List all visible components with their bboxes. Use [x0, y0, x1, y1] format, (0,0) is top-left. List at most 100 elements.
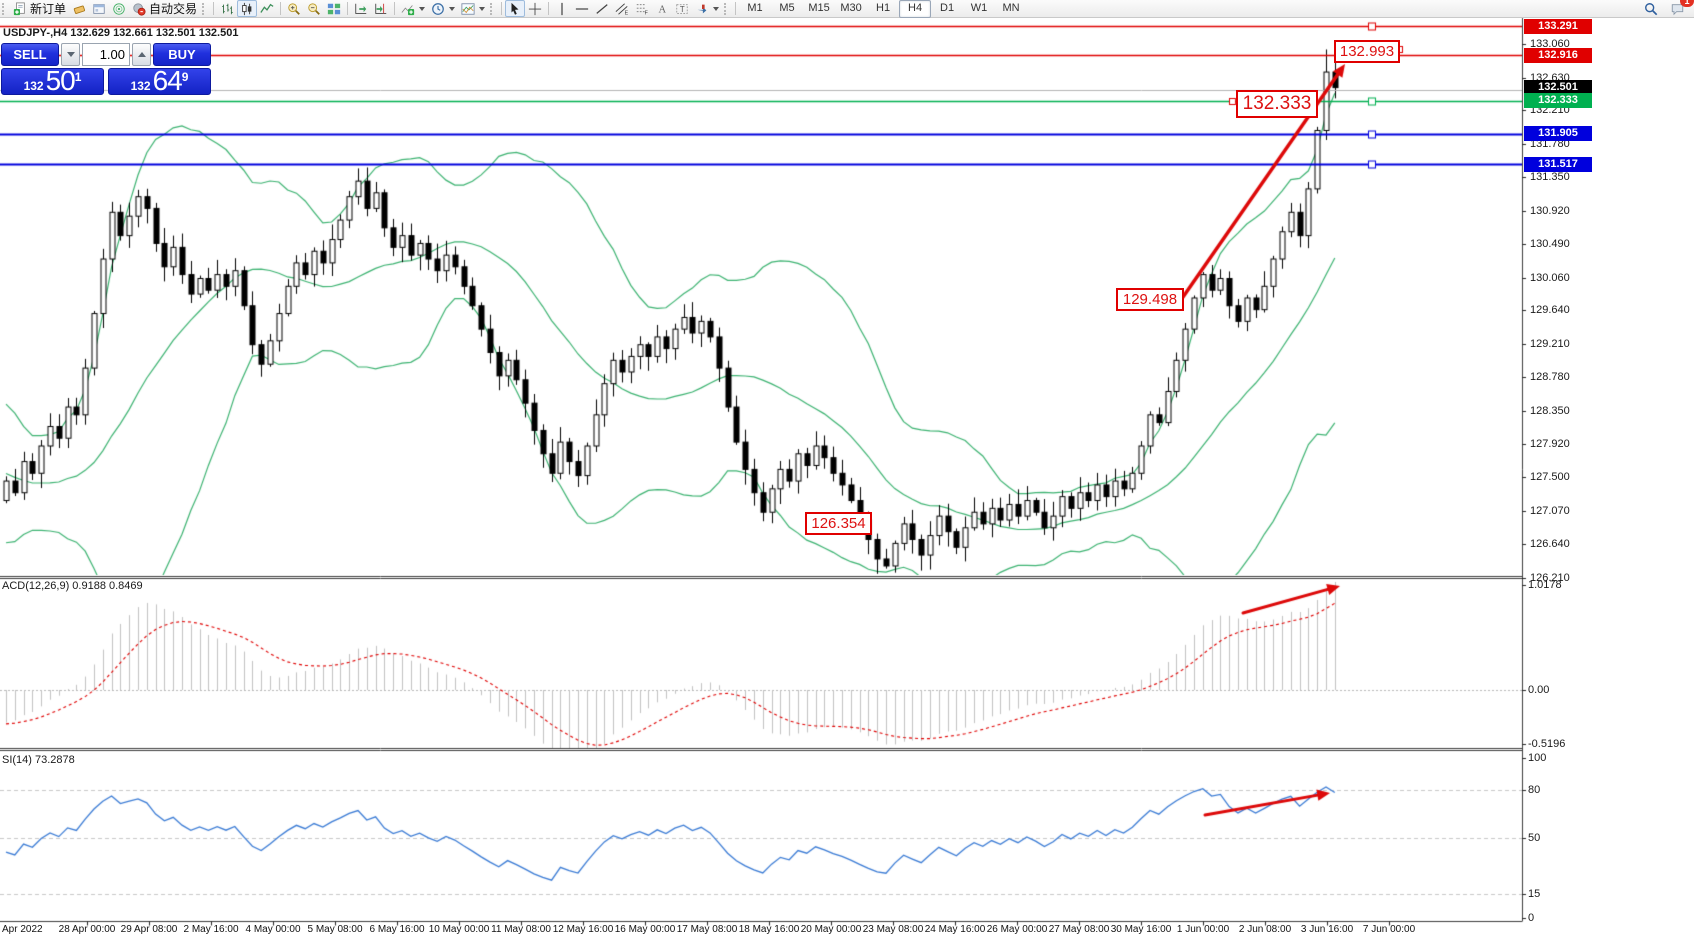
candlestick-mode-button[interactable]	[237, 0, 258, 17]
tile-windows-button[interactable]	[324, 0, 344, 17]
timeframe-m30-button[interactable]: M30	[840, 1, 862, 14]
arrows-icon	[697, 4, 707, 13]
zoom-in-button[interactable]	[284, 0, 304, 17]
dropdown-caret	[713, 6, 720, 11]
news-icon	[113, 2, 125, 15]
rsi-scale-label: 100	[1528, 752, 1547, 764]
templates-button[interactable]	[458, 0, 488, 17]
auto-scroll-button[interactable]	[351, 0, 371, 17]
time-axis-label: 23 May 08:00	[862, 924, 924, 935]
svg-text:A: A	[659, 4, 667, 15]
add-indicator-button[interactable]	[398, 0, 428, 17]
sell-price-point: 1	[74, 70, 82, 84]
new-order-label: 新订单	[30, 2, 67, 16]
cursor-tool-button[interactable]	[505, 0, 526, 17]
autotrading-button[interactable]: 自动交易	[129, 0, 200, 17]
editor-button[interactable]	[69, 0, 89, 17]
rsi-scale-label: 0	[1528, 912, 1535, 924]
trendline-tool-button[interactable]	[592, 0, 612, 17]
svg-text:E: E	[625, 10, 629, 16]
sell-button[interactable]: SELL	[1, 43, 59, 66]
new-order-button[interactable]: 新订单	[10, 0, 69, 17]
time-axis-label: 2 Jun 08:00	[1238, 924, 1292, 935]
fibonacci-tool-button[interactable]: F	[632, 0, 652, 17]
zoom-in-icon	[288, 2, 300, 15]
timeframe-m15-button[interactable]: M15	[808, 1, 830, 14]
terminal-button[interactable]	[89, 0, 109, 17]
notification-badge: 1	[1680, 0, 1694, 7]
price-axis-tick-label: 128.350	[1530, 404, 1570, 417]
timeframe-h4-button[interactable]: H4	[899, 0, 932, 18]
text-tool-button[interactable]: A	[652, 0, 672, 17]
price-annotation-label[interactable]: 132.333	[1236, 90, 1318, 118]
horizontal-line-tool-button[interactable]	[572, 0, 592, 17]
periods-button[interactable]	[428, 0, 458, 17]
price-axis-badge: 133.291	[1524, 18, 1592, 34]
dropdown-caret	[449, 6, 456, 11]
time-axis-label: 2 May 16:00	[183, 924, 239, 935]
timeframe-w1-button[interactable]: W1	[970, 1, 988, 14]
rsi-scale-label: 80	[1528, 784, 1541, 796]
time-axis-label: 24 May 16:00	[924, 924, 986, 935]
chat-button[interactable]: 1	[1667, 0, 1694, 17]
price-axis-tick-label: 126.210	[1530, 571, 1570, 584]
timeframe-m1-button[interactable]: M1	[747, 1, 763, 14]
arrows-tool-button[interactable]	[692, 0, 722, 17]
separator	[213, 2, 215, 15]
zoom-out-button[interactable]	[304, 0, 324, 17]
price-axis-tick-label: 127.500	[1530, 471, 1570, 484]
volume-decrease-button[interactable]	[61, 43, 80, 66]
sell-price-pips: 50	[45, 65, 76, 96]
trendline-icon	[596, 3, 608, 14]
time-axis-label: 28 Apr 00:00	[58, 924, 116, 935]
time-axis-label: 17 May 08:00	[676, 924, 738, 935]
crosshair-tool-button[interactable]	[525, 0, 545, 17]
macd-indicator-label: ACD(12,26,9) 0.9188 0.8469	[2, 580, 143, 592]
timeframe-h1-button[interactable]: H1	[876, 1, 891, 14]
text-label-tool-button[interactable]: T	[672, 0, 692, 17]
timeframe-d1-button[interactable]: D1	[940, 1, 955, 14]
sell-price-display[interactable]: 132 50 1	[1, 65, 104, 96]
price-annotation-label[interactable]: 129.498	[1116, 288, 1184, 311]
chart-shift-button[interactable]	[371, 0, 391, 17]
news-button[interactable]	[109, 0, 129, 17]
time-axis-label: 18 May 16:00	[738, 924, 800, 935]
line-chart-mode-button[interactable]	[257, 0, 277, 17]
one-click-trading-panel: SELL BUY 132 50 1 132 64 9	[1, 43, 211, 95]
volume-input[interactable]	[82, 43, 130, 66]
fibonacci-icon: F	[636, 3, 648, 16]
toolbar-grip[interactable]	[2, 2, 8, 15]
horizontal-line-icon	[575, 7, 589, 10]
buy-price-display[interactable]: 132 64 9	[108, 67, 211, 95]
editor-icon	[73, 5, 86, 14]
equidistant-channel-icon: E	[615, 2, 629, 16]
price-annotation-label[interactable]: 126.354	[805, 512, 872, 535]
dropdown-caret	[479, 6, 486, 11]
crosshair-icon	[528, 2, 542, 15]
toolbar-grip	[202, 2, 208, 15]
price-axis-tick-label: 129.210	[1530, 337, 1570, 350]
search-button[interactable]	[1641, 0, 1661, 17]
separator	[280, 2, 282, 15]
equidistant-channel-tool-button[interactable]: E	[612, 0, 632, 17]
autotrading-label: 自动交易	[149, 2, 198, 16]
price-axis-tick-label: 131.350	[1530, 171, 1570, 184]
price-annotation-label[interactable]: 132.993	[1334, 40, 1400, 63]
price-axis-tick-label: 130.060	[1530, 271, 1570, 284]
time-axis-label: 4 May 00:00	[245, 924, 301, 935]
toolbar-grip	[490, 2, 496, 15]
volume-increase-button[interactable]	[132, 43, 151, 66]
vertical-line-tool-button[interactable]	[552, 0, 572, 17]
buy-button[interactable]: BUY	[153, 43, 211, 66]
search-icon	[1645, 2, 1658, 15]
timeframe-mn-button[interactable]: MN	[1002, 1, 1020, 14]
timeframe-m5-button[interactable]: M5	[779, 1, 795, 14]
bar-chart-mode-button[interactable]	[217, 0, 237, 17]
price-axis-badge: 132.501	[1524, 80, 1592, 96]
auto-scroll-icon	[355, 3, 367, 14]
price-axis-tick-label: 127.070	[1530, 504, 1570, 517]
templates-icon	[461, 2, 475, 15]
price-axis-badge: 131.905	[1524, 126, 1592, 142]
time-axis-label: 3 Jun 16:00	[1300, 924, 1354, 935]
